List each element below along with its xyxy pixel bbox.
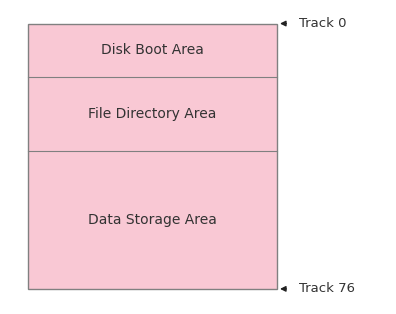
Text: Disk Boot Area: Disk Boot Area: [101, 43, 204, 57]
Text: Data Storage Area: Data Storage Area: [88, 213, 217, 227]
Text: Track 76: Track 76: [299, 282, 355, 295]
Text: Track 0: Track 0: [299, 17, 346, 30]
Bar: [28, 24, 277, 289]
Text: File Directory Area: File Directory Area: [88, 107, 217, 121]
